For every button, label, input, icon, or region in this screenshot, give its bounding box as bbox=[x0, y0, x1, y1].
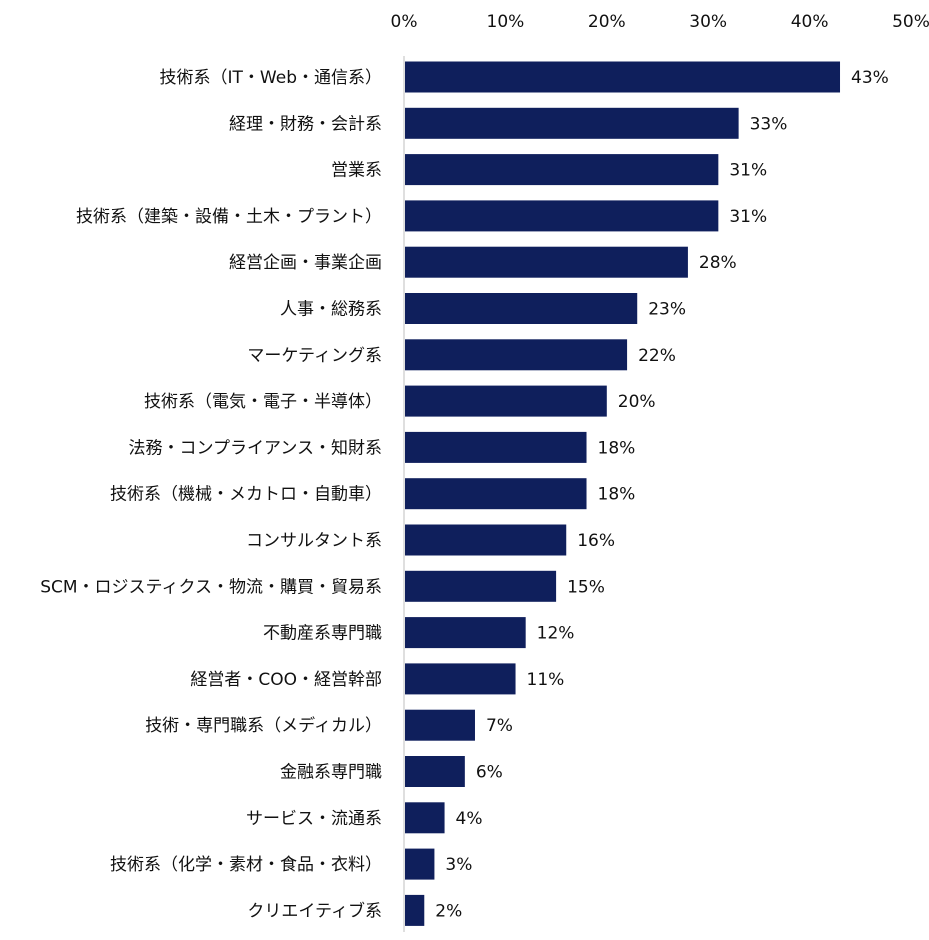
bar bbox=[405, 756, 465, 787]
data-label: 3% bbox=[445, 855, 472, 875]
x-tick-label: 40% bbox=[791, 12, 829, 32]
x-tick-label: 10% bbox=[487, 12, 525, 32]
category-labels: 技術系（IT・Web・通信系） 経理・財務・会計系営業系技術系（建築・設備・土木・… bbox=[40, 68, 382, 921]
x-tick-label: 50% bbox=[892, 12, 929, 32]
x-tick-label: 20% bbox=[588, 12, 626, 32]
bars bbox=[405, 61, 841, 926]
data-label: 2% bbox=[435, 901, 462, 921]
category-label: 営業系 bbox=[331, 161, 382, 181]
category-label: サービス・流通系 bbox=[246, 809, 382, 829]
category-label: 金融系専門職 bbox=[280, 763, 382, 783]
bar bbox=[405, 200, 719, 232]
data-label: 18% bbox=[598, 438, 636, 458]
bar bbox=[405, 894, 425, 926]
data-label: 28% bbox=[699, 253, 737, 273]
x-tick-label: 0% bbox=[391, 12, 418, 32]
x-axis-ticks: 0% 10% 20% 30% 40% 50% bbox=[391, 12, 929, 32]
bar bbox=[405, 570, 557, 602]
data-label: 6% bbox=[476, 763, 503, 783]
bar bbox=[405, 848, 435, 880]
category-label: 技術系（化学・素材・食品・衣料） bbox=[110, 855, 382, 875]
category-label: 人事・総務系 bbox=[280, 300, 382, 320]
category-label: 経理・財務・会計系 bbox=[229, 114, 382, 134]
bar bbox=[405, 385, 607, 417]
data-label: 16% bbox=[577, 531, 615, 551]
data-label: 11% bbox=[527, 670, 565, 690]
bar bbox=[405, 478, 587, 510]
bar bbox=[405, 246, 688, 278]
data-label: 31% bbox=[729, 161, 767, 181]
category-label: クリエイティブ系 bbox=[247, 900, 382, 921]
category-label: マーケティング系 bbox=[247, 346, 382, 366]
category-label: 技術系（建築・設備・土木・プラント） bbox=[76, 207, 382, 227]
bar bbox=[405, 663, 516, 695]
category-label: コンサルタント系 bbox=[246, 531, 382, 551]
category-label: 技術系（機械・メカトロ・自動車） bbox=[110, 485, 382, 505]
bar bbox=[405, 339, 628, 371]
bar bbox=[405, 293, 638, 324]
bar bbox=[405, 154, 719, 186]
data-label: 20% bbox=[618, 392, 656, 412]
data-label: 7% bbox=[486, 716, 513, 736]
category-label: 技術系（電気・電子・半導体） bbox=[144, 392, 382, 412]
bar bbox=[405, 431, 587, 463]
data-label: 31% bbox=[729, 207, 767, 227]
bar bbox=[405, 617, 526, 649]
bar bbox=[405, 802, 445, 834]
x-tick-label: 30% bbox=[689, 12, 727, 32]
data-label: 33% bbox=[750, 114, 788, 134]
data-label: 12% bbox=[537, 624, 575, 644]
data-label: 22% bbox=[638, 346, 676, 366]
data-label: 23% bbox=[648, 300, 686, 320]
category-label: 経営企画・事業企画 bbox=[229, 253, 382, 273]
data-label: 43% bbox=[851, 68, 889, 88]
bar bbox=[405, 61, 841, 93]
category-label: SCM・ロジスティクス・物流・購買・貿易系 bbox=[40, 577, 382, 597]
data-label: 15% bbox=[567, 577, 605, 597]
bar bbox=[405, 524, 567, 556]
category-label: 法務・コンプライアンス・知財系 bbox=[129, 438, 382, 458]
data-label: 4% bbox=[456, 809, 483, 829]
category-label: 技術系（IT・Web・通信系） bbox=[160, 68, 382, 88]
category-label: 経営者・COO・経営幹部 bbox=[190, 669, 382, 690]
category-label: 不動産系専門職 bbox=[263, 624, 382, 644]
bar bbox=[405, 709, 475, 741]
bar bbox=[405, 107, 739, 139]
category-label: 技術・専門職系（メディカル） bbox=[145, 715, 382, 736]
data-labels: 43% 33% 31% 31% 28% 23% 22% 20% 18% 18% 16% 15% 12% 1… bbox=[435, 68, 889, 921]
data-label: 18% bbox=[598, 485, 636, 505]
